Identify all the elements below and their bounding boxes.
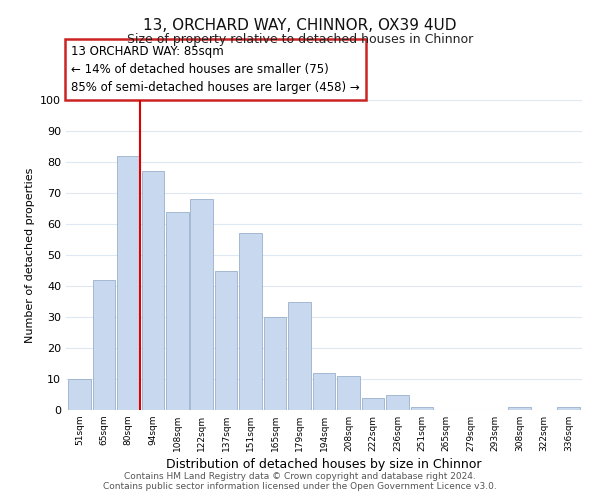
Bar	[288, 302, 311, 410]
Bar	[142, 172, 164, 410]
Bar	[92, 280, 115, 410]
Bar	[313, 373, 335, 410]
Bar	[410, 407, 433, 410]
Bar	[215, 270, 238, 410]
Bar	[166, 212, 188, 410]
X-axis label: Distribution of detached houses by size in Chinnor: Distribution of detached houses by size …	[166, 458, 482, 471]
Bar	[386, 394, 409, 410]
Bar	[117, 156, 140, 410]
Text: Contains HM Land Registry data © Crown copyright and database right 2024.: Contains HM Land Registry data © Crown c…	[124, 472, 476, 481]
Bar	[557, 407, 580, 410]
Bar	[68, 379, 91, 410]
Text: 13, ORCHARD WAY, CHINNOR, OX39 4UD: 13, ORCHARD WAY, CHINNOR, OX39 4UD	[143, 18, 457, 32]
Bar	[264, 317, 286, 410]
Bar	[362, 398, 384, 410]
Text: 13 ORCHARD WAY: 85sqm
← 14% of detached houses are smaller (75)
85% of semi-deta: 13 ORCHARD WAY: 85sqm ← 14% of detached …	[71, 45, 360, 94]
Bar	[337, 376, 360, 410]
Text: Size of property relative to detached houses in Chinnor: Size of property relative to detached ho…	[127, 32, 473, 46]
Text: Contains public sector information licensed under the Open Government Licence v3: Contains public sector information licen…	[103, 482, 497, 491]
Bar	[239, 234, 262, 410]
Y-axis label: Number of detached properties: Number of detached properties	[25, 168, 35, 342]
Bar	[190, 199, 213, 410]
Bar	[508, 407, 531, 410]
